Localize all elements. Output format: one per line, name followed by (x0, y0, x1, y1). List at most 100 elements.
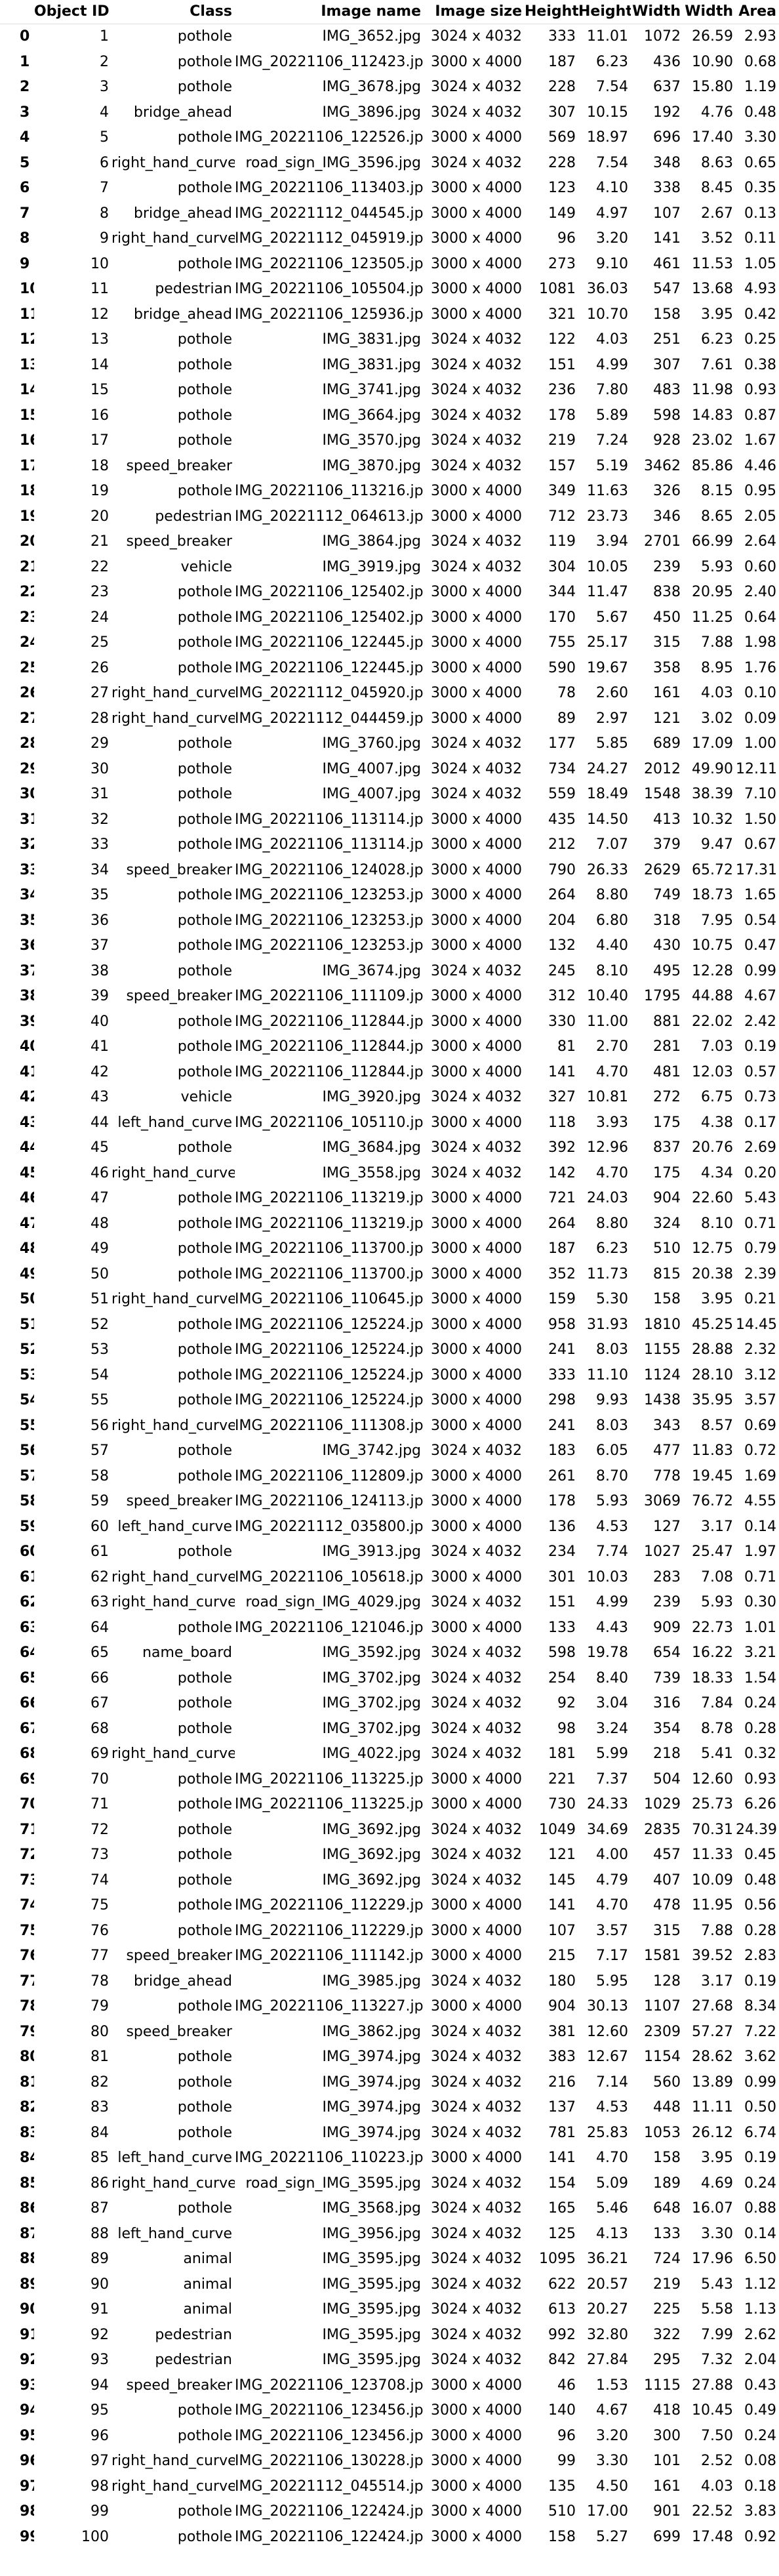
area-cell: 0.28 (744, 1922, 776, 1939)
width-pct-cell: 11.11 (692, 2099, 733, 2116)
class-cell: right_hand_curve (111, 1594, 235, 1610)
object-id-cell: 89 (90, 2251, 109, 2267)
height-pct-cell: 4.70 (596, 1897, 628, 1913)
object-id-cell: 88 (90, 2225, 109, 2242)
image-size-cell: 3024 x 4032 (431, 2124, 522, 2141)
width-px-cell: 881 (653, 1013, 681, 1030)
width-px-cell: 504 (653, 1770, 681, 1788)
height-px-cell: 730 (548, 1796, 576, 1812)
width-px-cell: 648 (653, 2200, 681, 2217)
object-id-cell: 64 (90, 1619, 109, 1636)
width-px-cell: 477 (653, 1442, 681, 1459)
height-pct-cell: 36.03 (587, 281, 628, 297)
image-name-cell: IMG_3595.jpg (322, 2251, 421, 2267)
image-size-cell: 3000 x 4000 (431, 53, 522, 70)
area-cell: 0.71 (744, 1568, 776, 1585)
width-pct-cell: 17.40 (692, 129, 733, 146)
object-id-cell: 75 (90, 1897, 109, 1913)
index-cell: 66 (20, 1695, 34, 1711)
image-name-cell: IMG_3864.jpg (322, 533, 421, 550)
height-pct-cell: 24.03 (587, 1190, 628, 1206)
height-px-cell: 215 (548, 1948, 576, 1964)
height-px-cell: 119 (548, 533, 576, 550)
height-px-cell: 264 (548, 887, 576, 903)
image-name-cell: IMG_3570.jpg (322, 432, 421, 449)
index-cell: 73 (20, 1871, 34, 1889)
width-px-cell: 225 (653, 2301, 681, 2318)
object-id-cell: 81 (90, 2049, 109, 2065)
height-pct-cell: 3.93 (596, 1114, 628, 1131)
height-pct-cell: 4.40 (596, 937, 628, 954)
object-id-cell: 98 (90, 2478, 109, 2495)
index-cell: 70 (20, 1796, 34, 1812)
image-name-cell: IMG_20221106_125224.jpg (235, 1366, 424, 1383)
index-cell: 58 (20, 1493, 34, 1509)
image-name-cell: IMG_20221106_123253.jpg (235, 912, 424, 929)
height-px-cell: 123 (548, 180, 576, 196)
height-px-cell: 333 (548, 28, 576, 45)
height-pct-cell: 20.57 (587, 2276, 628, 2293)
width-px-cell: 1795 (644, 988, 681, 1004)
class-cell: pothole (177, 1544, 232, 1560)
image-size-cell: 3000 x 4000 (431, 912, 522, 929)
object-id-cell: 24 (90, 609, 109, 626)
image-size-cell: 3024 x 4032 (431, 79, 522, 95)
image-name-cell: IMG_3684.jpg (322, 1139, 421, 1156)
image-size-cell: 3024 x 4032 (431, 1089, 522, 1105)
height-px-cell: 349 (548, 483, 576, 499)
height-px-cell: 383 (548, 2049, 576, 2065)
table-body: 0 1 pothole IMG_3652.jpg 3024 x 4032 333 11.01… (0, 24, 779, 2550)
index-cell: 35 (20, 912, 34, 929)
area-cell: 0.64 (744, 609, 776, 626)
height-px-cell: 312 (548, 988, 576, 1004)
area-cell: 0.19 (744, 1973, 776, 1990)
class-cell: pothole (177, 53, 232, 70)
area-cell: 3.62 (744, 2049, 776, 2065)
index-cell: 67 (20, 1720, 34, 1737)
image-name-cell: IMG_20221106_113225.jpg (235, 1796, 424, 1812)
index-cell: 82 (20, 2099, 34, 2116)
object-id-cell: 43 (90, 1089, 109, 1105)
area-cell: 0.60 (744, 558, 776, 575)
height-px-cell: 510 (548, 2503, 576, 2520)
width-pct-cell: 7.84 (701, 1695, 733, 1711)
height-pct-cell: 7.80 (596, 382, 628, 398)
height-pct-cell: 34.69 (587, 1821, 628, 1838)
image-name-cell: IMG_3692.jpg (322, 1847, 421, 1863)
class-cell: pothole (177, 1366, 232, 1383)
image-name-cell: IMG_20221106_112229.jpg (235, 1897, 424, 1913)
width-pct-cell: 8.65 (701, 508, 733, 525)
class-cell: pothole (177, 584, 232, 600)
width-px-cell: 189 (653, 2175, 681, 2192)
height-px-cell: 261 (548, 1467, 576, 1484)
image-name-cell: IMG_3702.jpg (322, 1720, 421, 1737)
object-id-cell: 68 (90, 1720, 109, 1737)
class-cell: pothole (177, 735, 232, 752)
area-cell: 0.18 (744, 2478, 776, 2495)
class-cell: left_hand_curve (117, 1518, 232, 1535)
table-row: 12 13 pothole IMG_3831.jpg 3024 x 4032 122 4.0… (0, 327, 779, 353)
width-pct-cell: 3.30 (701, 2225, 733, 2242)
height-pct-cell: 7.37 (596, 1770, 628, 1788)
height-pct-cell: 4.70 (596, 2150, 628, 2166)
table-row: 67 68 pothole IMG_3702.jpg 3024 x 4032 98 3.24… (0, 1717, 779, 1742)
image-name-cell: IMG_3595.jpg (322, 2352, 421, 2368)
class-cell: pothole (177, 1897, 232, 1913)
image-size-cell: 3000 x 4000 (431, 1215, 522, 1232)
image-name-cell: IMG_3595.jpg (322, 2301, 421, 2318)
class-cell: pothole (177, 1998, 232, 2014)
height-px-cell: 273 (548, 255, 576, 272)
area-cell: 0.24 (744, 2427, 776, 2444)
index-cell: 7 (20, 205, 30, 222)
index-cell: 11 (20, 306, 34, 323)
height-pct-cell: 8.03 (596, 1417, 628, 1434)
image-size-cell: 3000 x 4000 (431, 1518, 522, 1535)
height-pct-cell: 4.99 (596, 1594, 628, 1610)
object-id-cell: 72 (90, 1821, 109, 1838)
